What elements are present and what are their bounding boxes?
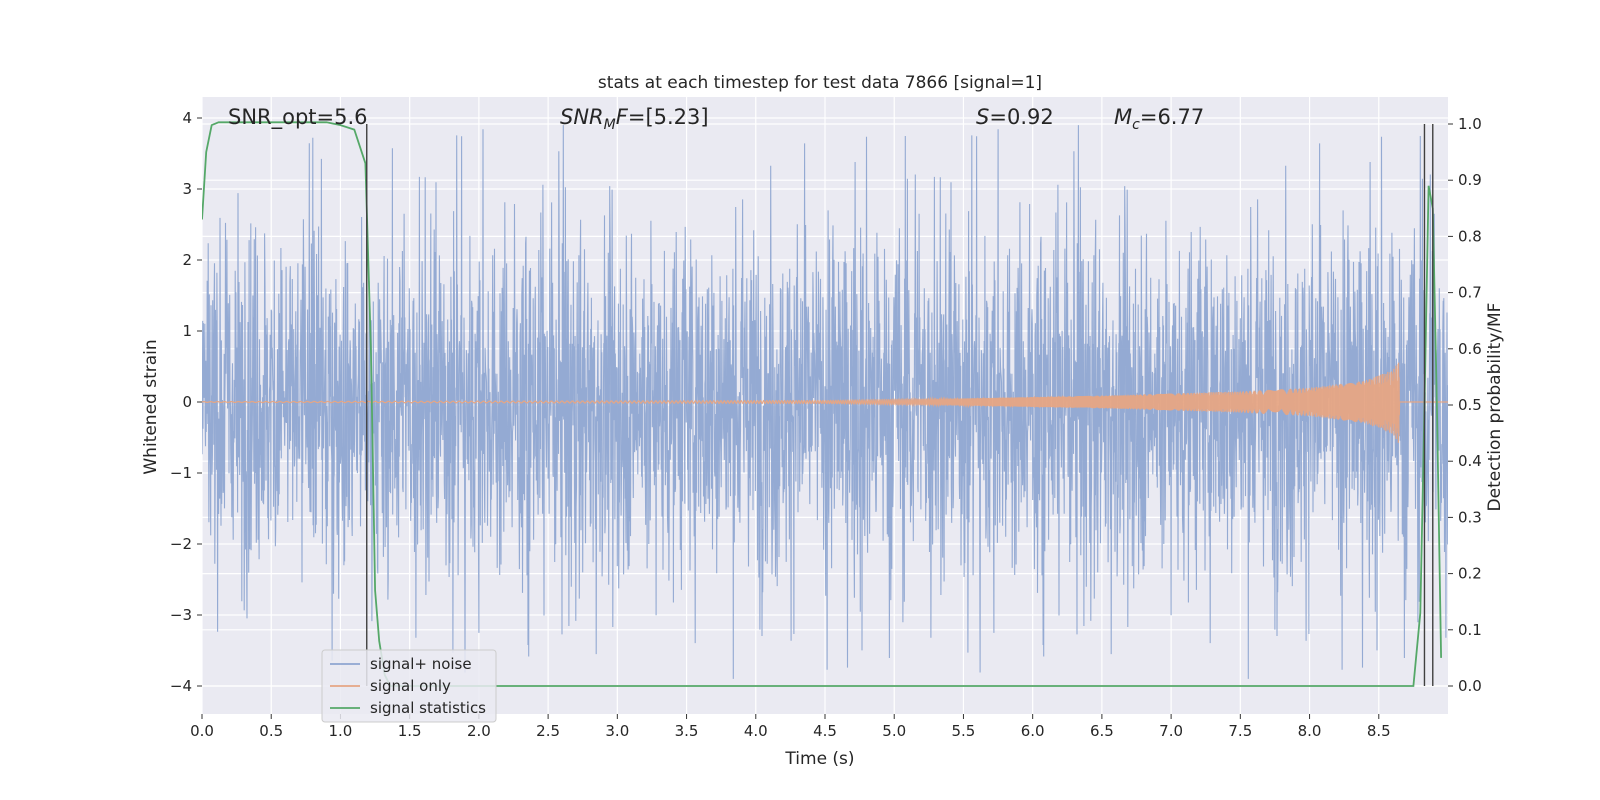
x-tick-label: 5.0 bbox=[882, 722, 906, 740]
y-right-tick-label: 0.1 bbox=[1458, 621, 1482, 639]
y-right-tick-label: 0.6 bbox=[1458, 340, 1482, 358]
y-left-tick-label: −4 bbox=[170, 677, 192, 695]
y-left-tick-label: 2 bbox=[182, 251, 192, 269]
x-tick-label: 0.5 bbox=[259, 722, 283, 740]
x-tick-label: 7.0 bbox=[1159, 722, 1183, 740]
vertical-markers bbox=[366, 124, 1434, 686]
series-signal-only bbox=[202, 362, 1448, 443]
legend: signal+ noise signal only signal statist… bbox=[321, 649, 497, 723]
x-tick-label: 2.0 bbox=[467, 722, 491, 740]
y-right-tick-label: 0.8 bbox=[1458, 227, 1482, 245]
y-right-tick-label: 0.2 bbox=[1458, 565, 1482, 583]
x-tick-label: 1.0 bbox=[329, 722, 353, 740]
y-right-tick-label: 0.9 bbox=[1458, 171, 1482, 189]
legend-label-signal-plus-noise: signal+ noise bbox=[370, 655, 472, 673]
chart-title: stats at each timestep for test data 786… bbox=[598, 73, 1042, 93]
x-tick-label: 1.5 bbox=[398, 722, 422, 740]
x-tick-label: 0.0 bbox=[190, 722, 214, 740]
y-right-tick-label: 0.0 bbox=[1458, 677, 1482, 695]
y-left-axis-label: Whitened strain bbox=[141, 339, 161, 474]
y-right-tick-label: 0.5 bbox=[1458, 396, 1482, 414]
annotation-mc: Mc=6.77 bbox=[1114, 105, 1204, 133]
annotation-snr-opt: SNR_opt=5.6 bbox=[228, 105, 368, 130]
x-tick-label: 8.5 bbox=[1367, 722, 1391, 740]
annotation-s: S=0.92 bbox=[976, 105, 1054, 129]
legend-box bbox=[321, 649, 497, 723]
x-tick-label: 2.5 bbox=[536, 722, 560, 740]
x-axis-label: Time (s) bbox=[784, 749, 854, 769]
x-tick-labels: 0.0 0.5 1.0 1.5 2.0 2.5 3.0 3.5 4.0 4.5 5.0 5.5 6.0 6… bbox=[190, 714, 1391, 740]
y-right-tick-label: 1.0 bbox=[1458, 115, 1482, 133]
signal-trace bbox=[202, 362, 1448, 443]
x-tick-label: 8.0 bbox=[1298, 722, 1322, 740]
legend-label-signal-statistics: signal statistics bbox=[370, 699, 486, 717]
annotation-snr-mf: SNRMF=[5.23] bbox=[560, 105, 709, 133]
y-left-tick-label: −1 bbox=[170, 464, 192, 482]
y-left-tick-label: −3 bbox=[170, 606, 192, 624]
y-right-axis-label: Detection probability/MF bbox=[1485, 303, 1505, 512]
x-tick-label: 6.5 bbox=[1090, 722, 1114, 740]
y-left-tick-labels: 4 3 2 1 0 −1 −2 −3 −4 bbox=[170, 109, 202, 695]
legend-label-signal-only: signal only bbox=[370, 677, 451, 695]
noise-trace bbox=[202, 125, 1448, 679]
y-right-tick-labels: 1.0 0.9 0.8 0.7 0.6 0.5 0.4 0.3 0.2 0.1 0.0 bbox=[1448, 115, 1482, 695]
y-left-tick-label: 3 bbox=[182, 180, 192, 198]
x-tick-label: 3.0 bbox=[605, 722, 629, 740]
y-right-tick-label: 0.4 bbox=[1458, 452, 1482, 470]
y-right-tick-label: 0.3 bbox=[1458, 508, 1482, 526]
x-tick-label: 6.0 bbox=[1021, 722, 1045, 740]
x-tick-label: 7.5 bbox=[1228, 722, 1252, 740]
y-left-tick-label: −2 bbox=[170, 535, 192, 553]
series-signal-plus-noise bbox=[202, 125, 1448, 679]
x-tick-label: 3.5 bbox=[675, 722, 699, 740]
y-right-tick-label: 0.7 bbox=[1458, 284, 1482, 302]
x-tick-label: 5.5 bbox=[952, 722, 976, 740]
y-left-tick-label: 1 bbox=[182, 322, 192, 340]
x-tick-label: 4.5 bbox=[813, 722, 837, 740]
y-left-tick-label: 4 bbox=[182, 109, 192, 127]
x-tick-label: 4.0 bbox=[744, 722, 768, 740]
y-left-tick-label: 0 bbox=[182, 393, 192, 411]
